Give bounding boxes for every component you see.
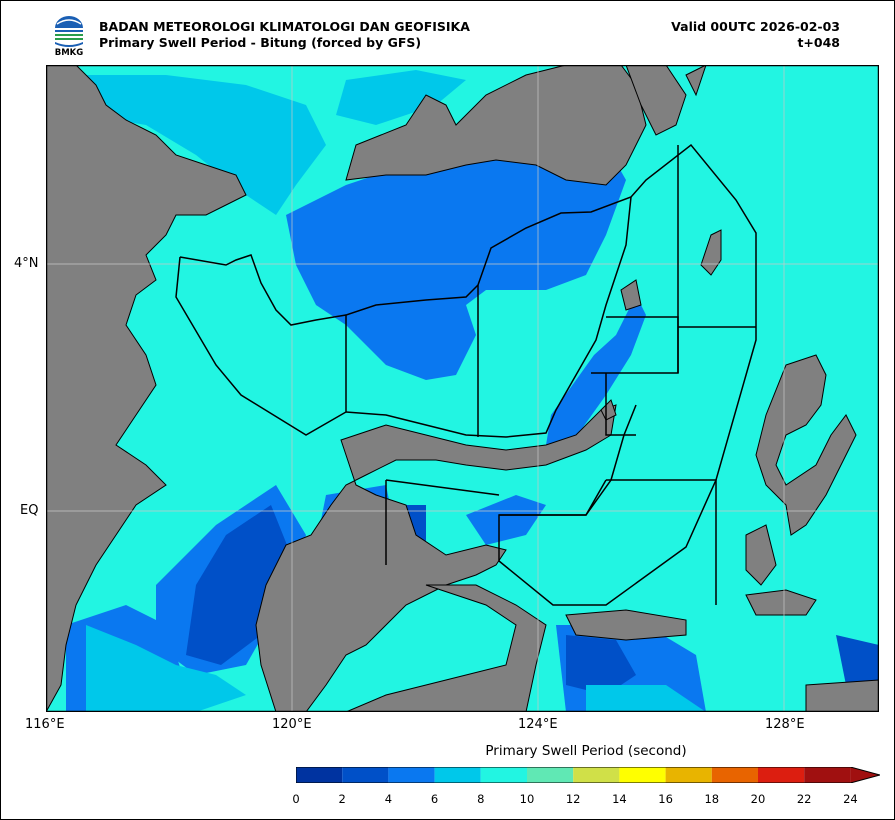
- lon-label-116: 116°E: [25, 717, 65, 732]
- colorbar-tick-label: 10: [519, 792, 535, 806]
- swell-period-map: [46, 65, 879, 712]
- colorbar-swatch: [480, 767, 527, 783]
- lead-time: t+048: [797, 35, 840, 50]
- valid-time: Valid 00UTC 2026-02-03: [671, 19, 840, 34]
- colorbar-tick-label: 4: [384, 792, 393, 806]
- colorbar-tick-label: 22: [796, 792, 812, 806]
- product-title: Primary Swell Period - Bitung (forced by…: [99, 35, 422, 50]
- lon-label-124: 124°E: [518, 717, 558, 732]
- colorbar-swatch: [804, 767, 851, 783]
- colorbar-swatch: [296, 767, 343, 783]
- land: [46, 65, 879, 712]
- colorbar-swatch: [527, 767, 574, 783]
- colorbar-swatch: [434, 767, 481, 783]
- colorbar-tick-label: 16: [658, 792, 673, 806]
- lat-label-eq: EQ: [20, 503, 39, 518]
- colorbar-tick-label: 2: [338, 792, 346, 806]
- colorbar-swatch: [388, 767, 435, 783]
- logo-text: BMKG: [55, 48, 84, 56]
- colorbar-swatch: [758, 767, 805, 783]
- colorbar-tick-label: 6: [430, 792, 439, 806]
- colorbar-tick-label: 8: [477, 792, 485, 806]
- colorbar-tick-label: 18: [704, 792, 720, 806]
- colorbar-swatch: [711, 767, 758, 783]
- colorbar-tick-label: 12: [565, 792, 581, 806]
- colorbar-tick-label: 0: [292, 792, 300, 806]
- lon-label-128: 128°E: [765, 717, 805, 732]
- colorbar-swatch: [342, 767, 389, 783]
- field-6-8s: [66, 70, 706, 712]
- lon-label-120: 120°E: [272, 717, 312, 732]
- bmkg-logo: BMKG: [55, 16, 84, 56]
- colorbar-swatch: [665, 767, 712, 783]
- colorbar-tick-label: 14: [612, 792, 627, 806]
- colorbar: [296, 767, 880, 783]
- header-left: BADAN METEOROLOGI KLIMATOLOGI DAN GEOFIS…: [99, 19, 470, 51]
- graticule: [46, 65, 879, 712]
- colorbar-title: Primary Swell Period (second): [485, 743, 687, 759]
- lat-label-4n: 4°N: [14, 256, 39, 271]
- colorbar-swatch: [619, 767, 666, 783]
- zone-boundaries: [175, 143, 757, 606]
- agency-name: BADAN METEOROLOGI KLIMATOLOGI DAN GEOFIS…: [99, 19, 470, 34]
- colorbar-tick-label: 20: [750, 792, 766, 806]
- header-right: Valid 00UTC 2026-02-03 t+048: [671, 19, 840, 51]
- colorbar-extend-arrow: [850, 767, 880, 783]
- colorbar-swatch: [573, 767, 620, 783]
- colorbar-tick-label: 24: [843, 792, 858, 806]
